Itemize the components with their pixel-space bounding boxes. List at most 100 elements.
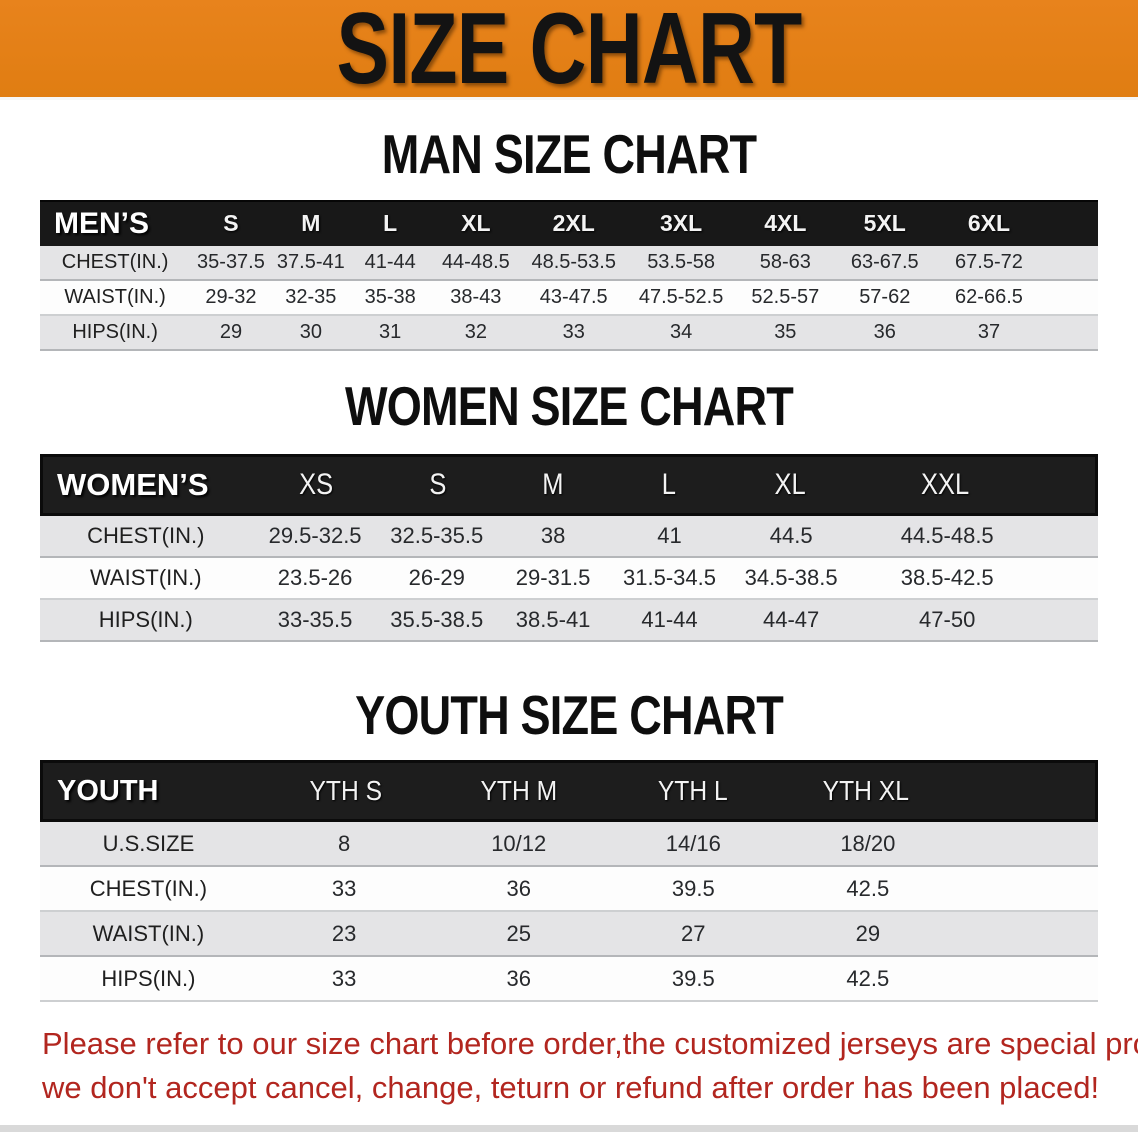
row-label-cell: HIPS(IN.) (98, 606, 193, 632)
filler-cell (1040, 558, 1098, 598)
measurement-value-cell: 32.5-35.5 (390, 522, 484, 548)
filler-cell (955, 957, 1098, 1000)
measurement-value-cell: 35 (774, 320, 797, 343)
row-label-cell: U.S.SIZE (102, 830, 195, 856)
size-column-header: 4XL (764, 210, 807, 237)
size-column-header: YTH L (657, 775, 728, 807)
size-column-header: 5XL (863, 210, 906, 237)
measurement-value-cell: 43-47.5 (539, 285, 608, 308)
measurement-value-cell: 42.5 (846, 965, 890, 991)
mens-section: MAN SIZE CHART MEN’S S M L XL 2XL 3XL 4XL 5XL 6XL… (0, 123, 1138, 351)
measurement-row: WAIST(IN.) 29-32 32-35 35-38 38-43 43-47.5 47.… (40, 280, 1098, 316)
size-chart-banner: SIZE CHART (0, 0, 1138, 100)
size-column-header: YTH S (309, 775, 382, 807)
measurement-value-cell: 47-50 (919, 606, 976, 632)
measurement-row: WAIST(IN.) 23.5-26 26-29 29-31.5 31.5-34.5 34… (40, 557, 1098, 600)
measurement-value-cell: 14/16 (665, 830, 721, 856)
size-column-header: YTH XL (823, 775, 910, 807)
size-column-header: M (542, 467, 564, 501)
filler-cell (1043, 281, 1098, 314)
measurement-row: WAIST(IN.) 23 25 27 29 (40, 912, 1098, 958)
disclaimer-line-2: we don't accept cancel, change, teturn o… (42, 1070, 1100, 1106)
size-column-header: 2XL (552, 210, 595, 237)
measurement-value-cell: 38.5-41 (515, 606, 591, 632)
size-chart-title: SIZE CHART (336, 0, 803, 105)
measurement-value-cell: 23.5-26 (277, 564, 353, 590)
measurement-value-cell: 62-66.5 (955, 285, 1023, 308)
measurement-row: HIPS(IN.) 29 30 31 32 33 34 35 36 37 (40, 315, 1098, 351)
row-label-cell: WAIST(IN.) (64, 285, 166, 308)
measurement-row: CHEST(IN.) 33 36 39.5 42.5 (40, 867, 1098, 913)
measurement-value-cell: 31 (379, 320, 402, 343)
filler-cell (1043, 202, 1098, 246)
measurement-value-cell: 8 (338, 830, 351, 856)
measurement-value-cell: 41-44 (364, 250, 416, 273)
measurement-value-cell: 29 (855, 920, 881, 946)
measurement-value-cell: 34.5-38.5 (744, 564, 838, 590)
row-label-cell: WAIST(IN.) (89, 564, 202, 590)
measurement-value-cell: 26-29 (408, 564, 465, 590)
measurement-value-cell: 38 (540, 522, 566, 548)
measurement-value-cell: 42.5 (846, 875, 890, 901)
filler-cell (953, 763, 1095, 819)
measurement-value-cell: 39.5 (671, 875, 715, 901)
youth-section-heading: YOUTH SIZE CHART (355, 683, 784, 746)
measurement-value-cell: 18/20 (840, 830, 896, 856)
size-column-header: L (661, 467, 677, 501)
measurement-value-cell: 35-37.5 (197, 250, 265, 273)
measurement-value-cell: 35.5-38.5 (390, 606, 484, 632)
youth-size-table: YOUTH YTH S YTH M YTH L YTH XL U.S.SIZE 8 10/12… (40, 760, 1098, 1003)
measurement-value-cell: 10/12 (491, 830, 547, 856)
measurement-value-cell: 41-44 (641, 606, 698, 632)
measurement-row: CHEST(IN.) 29.5-32.5 32.5-35.5 38 41 44.5 44.5… (40, 515, 1098, 558)
measurement-value-cell: 32 (464, 320, 487, 343)
measurement-row: CHEST(IN.) 35-37.5 37.5-41 41-44 44-48.5 48.5… (40, 245, 1098, 281)
measurement-row: HIPS(IN.) 33-35.5 35.5-38.5 38.5-41 41-44 44-… (40, 599, 1098, 642)
measurement-value-cell: 38.5-42.5 (900, 564, 994, 590)
measurement-value-cell: 33-35.5 (277, 606, 353, 632)
size-table-header-row: MEN’S S M L XL 2XL 3XL 4XL 5XL 6XL (40, 199, 1098, 246)
filler-cell (955, 822, 1098, 865)
size-column-header: XS (299, 467, 334, 501)
mens-size-table: MEN’S S M L XL 2XL 3XL 4XL 5XL 6XL CHEST(IN.) 35-37… (40, 199, 1098, 351)
measurement-value-cell: 36 (506, 875, 531, 901)
measurement-value-cell: 25 (506, 920, 531, 946)
measurement-value-cell: 37.5-41 (276, 250, 345, 273)
size-column-header: S (428, 467, 446, 501)
disclaimer-text: Please refer to our size chart before or… (0, 1022, 1138, 1110)
filler-cell (955, 867, 1098, 910)
filler-cell (1043, 316, 1098, 349)
size-column-header: XL (461, 210, 491, 237)
filler-cell (955, 912, 1098, 955)
measurement-value-cell: 41 (657, 522, 682, 548)
size-column-header: M (301, 210, 321, 237)
womens-section-heading: WOMEN SIZE CHART (345, 374, 794, 437)
measurement-row: HIPS(IN.) 33 36 39.5 42.5 (40, 957, 1098, 1003)
measurement-value-cell: 63-67.5 (850, 250, 919, 273)
measurement-value-cell: 52.5-57 (751, 285, 820, 308)
bottom-edge-strip (0, 1125, 1138, 1132)
measurement-value-cell: 47.5-52.5 (638, 285, 724, 308)
womens-size-table: WOMEN’S XS S M L XL XXL CHEST(IN.) 29.5-32.5 32.5… (40, 453, 1098, 642)
size-column-header: 3XL (660, 210, 703, 237)
row-label-cell: CHEST(IN.) (61, 250, 169, 273)
mens-section-heading: MAN SIZE CHART (381, 123, 757, 185)
row-label-cell: HIPS(IN.) (72, 320, 158, 343)
measurement-value-cell: 58-63 (759, 250, 811, 273)
measurement-value-cell: 33 (331, 875, 357, 901)
size-column-header: YTH M (480, 775, 558, 807)
table-title-cell: YOUTH (57, 774, 159, 807)
table-title-cell: MEN’S (54, 206, 150, 240)
disclaimer-line-1: Please refer to our size chart before or… (42, 1026, 1138, 1062)
measurement-value-cell: 29-32 (205, 285, 257, 308)
measurement-value-cell: 67.5-72 (955, 250, 1023, 273)
measurement-value-cell: 31.5-34.5 (623, 564, 716, 590)
row-label-cell: WAIST(IN.) (92, 920, 205, 946)
measurement-value-cell: 33 (331, 965, 357, 991)
measurement-value-cell: 53.5-58 (647, 250, 716, 273)
measurement-value-cell: 44.5-48.5 (900, 522, 994, 548)
measurement-value-cell: 32-35 (285, 285, 337, 308)
measurement-value-cell: 37 (977, 320, 1001, 343)
filler-cell (1040, 516, 1098, 556)
